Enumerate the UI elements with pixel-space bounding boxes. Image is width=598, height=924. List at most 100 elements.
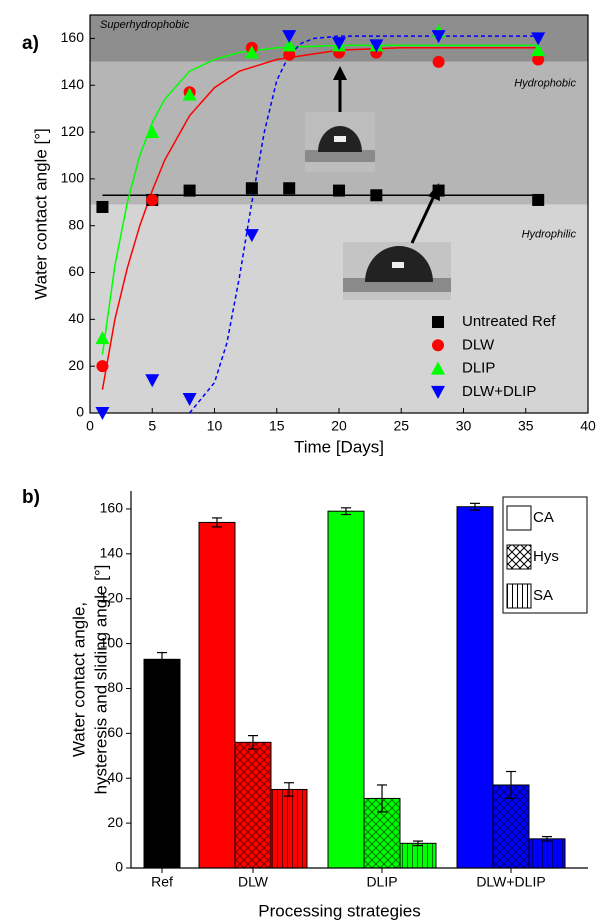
error-bar	[413, 840, 423, 847]
marker	[182, 87, 197, 101]
x-axis-label: Time [Days]	[294, 437, 384, 456]
x-tick-label: 25	[393, 418, 409, 434]
region	[90, 204, 588, 413]
bar	[456, 506, 494, 869]
legend-marker	[431, 361, 445, 375]
error-bar	[377, 784, 387, 813]
region-label: Hydrophilic	[522, 229, 577, 241]
legend-marker	[432, 339, 444, 352]
region-label: Superhydrophobic	[100, 19, 190, 31]
error-bar	[470, 502, 480, 511]
y-tick-label: 80	[107, 679, 123, 695]
error-bar	[542, 835, 552, 842]
marker	[96, 200, 109, 213]
marker	[182, 392, 197, 406]
panel-label: a)	[22, 33, 39, 54]
legend-swatch	[506, 544, 532, 570]
y-tick-label: 140	[100, 545, 124, 561]
bar	[270, 788, 308, 869]
bar	[528, 838, 566, 869]
legend-label: Hys	[533, 548, 559, 565]
marker	[146, 193, 159, 206]
x-tick-label: DLIP	[366, 874, 397, 890]
x-tick-label: 0	[86, 418, 94, 434]
legend-marker	[432, 316, 444, 328]
marker	[531, 43, 546, 57]
x-tick-label: DLW	[238, 874, 269, 890]
x-tick-label: 20	[331, 418, 347, 434]
marker	[145, 374, 160, 388]
legend-label: DLW	[462, 336, 495, 353]
y-axis-label: Water contact angle,	[69, 602, 88, 757]
legend-label: DLW+DLIP	[462, 383, 536, 400]
droplet-glint	[392, 262, 404, 268]
marker	[96, 360, 109, 373]
bar	[234, 741, 272, 869]
marker	[283, 48, 296, 61]
y-tick-label: 60	[107, 724, 123, 740]
fit-line	[101, 47, 539, 390]
x-axis-label: Processing strategies	[258, 901, 421, 920]
y-tick-label: 60	[68, 263, 84, 279]
y-tick-label: 100	[100, 634, 124, 650]
marker	[370, 189, 383, 202]
marker	[282, 38, 297, 52]
legend-label: Untreated Ref	[462, 313, 556, 330]
marker	[183, 184, 196, 197]
arrow-head	[333, 66, 347, 80]
legend-label: SA	[533, 587, 553, 604]
marker	[431, 30, 446, 44]
legend-label: DLIP	[462, 360, 495, 377]
legend-label: CA	[533, 509, 554, 526]
marker	[532, 193, 545, 206]
y-axis-label: hysteresis and sliding angle [°]	[91, 565, 110, 795]
legend-marker	[431, 385, 445, 399]
marker	[282, 30, 297, 44]
region-label: Hydrophobic	[514, 78, 576, 90]
error-bar	[212, 517, 222, 528]
droplet-glint	[334, 136, 346, 142]
x-tick-label: 5	[148, 418, 156, 434]
y-tick-label: 0	[115, 859, 123, 875]
y-tick-label: 20	[107, 814, 123, 830]
marker	[432, 55, 445, 68]
y-tick-label: 0	[76, 404, 84, 420]
y-tick-label: 160	[61, 29, 85, 45]
x-tick-label: Ref	[151, 874, 173, 890]
bar	[143, 658, 181, 869]
marker	[283, 182, 296, 195]
y-tick-label: 120	[100, 589, 124, 605]
bar	[198, 521, 236, 869]
marker	[245, 182, 258, 195]
error-bar	[157, 651, 167, 667]
bar	[327, 510, 365, 869]
panel-b: b) 0 20 40 60 80 100 120 140 160 Ref DLW DLIP DLW+DLI…	[22, 487, 588, 920]
x-tick-label: 15	[269, 418, 285, 434]
inset-substrate	[305, 150, 375, 162]
legend-swatch	[506, 583, 532, 609]
marker	[432, 184, 445, 197]
panel-a: Superhydrophobic Hydrophobic Hydrophilic 0…	[22, 14, 596, 456]
x-tick-label: 10	[207, 418, 223, 434]
error-bar	[284, 782, 294, 797]
error-bar	[506, 770, 516, 800]
marker	[244, 229, 259, 243]
x-tick-label: 35	[518, 418, 534, 434]
panel-label: b)	[22, 487, 40, 508]
y-tick-label: 20	[68, 357, 84, 373]
error-bar	[341, 507, 351, 516]
y-axis-label: Water contact angle [°]	[31, 128, 50, 300]
legend-swatch	[506, 505, 532, 531]
error-bar	[248, 735, 258, 750]
x-tick-label: 30	[456, 418, 472, 434]
y-tick-label: 160	[100, 500, 124, 516]
x-tick-label: DLW+DLIP	[476, 874, 545, 890]
marker	[332, 37, 346, 51]
x-tick-label: 40	[580, 418, 596, 434]
y-tick-label: 100	[61, 170, 85, 186]
marker	[369, 39, 384, 53]
marker	[95, 407, 110, 420]
arrow	[410, 195, 436, 244]
